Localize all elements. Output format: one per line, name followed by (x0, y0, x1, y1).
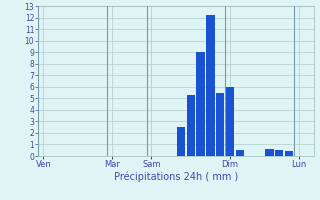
Bar (196, 52, 205, 156)
Bar (187, 95, 195, 156)
Bar (226, 87, 234, 156)
Bar (275, 150, 284, 156)
Bar (206, 15, 215, 156)
Bar (216, 93, 224, 156)
X-axis label: Précipitations 24h ( mm ): Précipitations 24h ( mm ) (114, 172, 238, 182)
Bar (177, 127, 185, 156)
Bar (236, 150, 244, 156)
Bar (265, 149, 274, 156)
Bar (285, 151, 293, 156)
